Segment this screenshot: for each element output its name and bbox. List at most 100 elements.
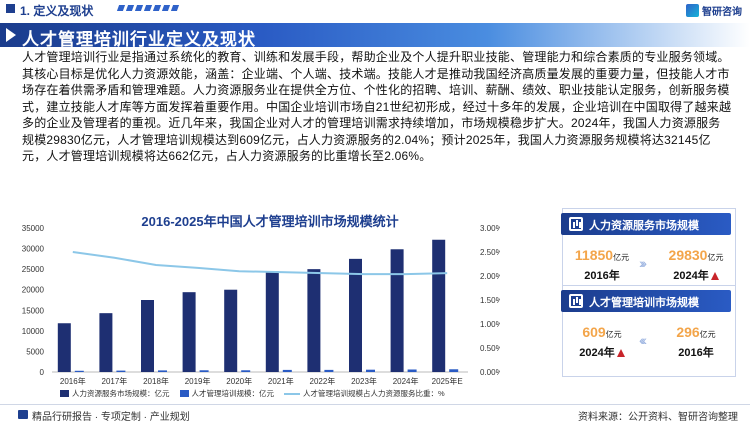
bar-hr-service — [57, 323, 71, 372]
legend-swatch — [60, 390, 69, 397]
bar-talent-training — [199, 370, 209, 372]
line-share-percentage — [72, 251, 448, 276]
card-title: 人才管理培训市场规模 — [589, 297, 699, 309]
legend-item-share: 人才管理培训规模占人力资源服务比重：% — [284, 388, 445, 399]
brand-logo-icon — [686, 4, 699, 17]
legend-label: 人才管理培训规模：亿元 — [191, 389, 275, 398]
legend-item-talent-training: 人才管理培训规模：亿元 — [179, 388, 275, 399]
y-left-tick-label: 35000 — [22, 224, 45, 233]
bar-hr-service — [224, 289, 238, 372]
report-icon — [18, 410, 28, 419]
bar-talent-training — [366, 369, 375, 372]
stat-unit: 亿元 — [613, 253, 630, 262]
footer-tagline: 精品行研报告 · 专项定制 · 产业规划 — [32, 412, 190, 421]
x-tick-label: 2025年E — [432, 376, 463, 386]
chart-title: 2016-2025年中国人才管理培训市场规模统计 — [141, 214, 399, 229]
x-tick-label: 2018年 — [143, 376, 169, 386]
bar-talent-training — [449, 369, 459, 372]
legend-swatch — [179, 390, 189, 397]
stat-year: 2016年 — [584, 270, 620, 282]
page-footer: 精品行研报告 · 专项定制 · 产业规划 资料来源：公开资料、智研咨询整理 — [0, 404, 750, 421]
stat-value: 11850 — [574, 247, 614, 263]
stat-unit: 亿元 — [699, 330, 716, 339]
bar-chart-icon — [569, 294, 583, 308]
bar-talent-training — [241, 370, 251, 372]
card-header: 人力资源服务市场规模 — [561, 213, 731, 235]
x-tick-label: 2021年 — [268, 376, 294, 386]
up-arrow-icon — [710, 272, 719, 281]
bar-hr-service — [265, 271, 279, 372]
legend-line-swatch — [284, 392, 300, 395]
y-right-tick-label: 2.00% — [480, 272, 500, 281]
x-tick-label: 2020年 — [226, 376, 252, 386]
x-tick-label: 2023年 — [351, 376, 377, 386]
top-bar: 1. 定义及现状 智研咨询 — [0, 0, 750, 22]
brand-logo: 智研咨询 — [686, 3, 742, 18]
bar-chart-icon — [569, 217, 583, 231]
stat-year: 2024年 — [579, 347, 615, 359]
bar-talent-training — [407, 369, 417, 372]
y-left-tick-label: 5000 — [26, 347, 44, 356]
page-banner: 人才管理培训行业定义及现状 — [0, 23, 750, 49]
x-tick-label: 2017年 — [102, 376, 128, 386]
bar-hr-service — [141, 300, 154, 372]
x-tick-label: 2024年 — [393, 376, 419, 386]
y-left-tick-label: 30000 — [22, 245, 45, 254]
y-right-tick-label: 1.00% — [480, 320, 500, 329]
market-size-chart: 0 5000 10000 15000 20000 25000 30000 35000 0.00%… — [22, 224, 500, 386]
bar-talent-training — [116, 370, 126, 372]
chart-legend: 人力资源服务市场规模：亿元 人才管理培训规模：亿元 人才管理培训规模占人力资源服… — [60, 388, 490, 399]
data-source: 资料来源：公开资料、智研咨询整理 — [578, 412, 738, 421]
hr-service-card: 人力资源服务市场规模 11850亿元 2016年 ››› 29830亿元 202… — [561, 208, 736, 300]
card-left-stat: 609亿元 2024年 — [569, 324, 635, 360]
card-header: 人才管理培训市场规模 — [561, 290, 731, 312]
legend-label: 人力资源服务市场规模：亿元 — [72, 389, 170, 398]
bar-hr-service — [432, 239, 446, 372]
talent-training-card: 人才管理培训市场规模 609亿元 2024年 ‹‹‹ 296亿元 2016年 — [561, 285, 736, 377]
y-right-tick-label: 3.00% — [480, 224, 500, 233]
y-right-tick-label: 0.00% — [480, 368, 500, 377]
y-right-tick-label: 0.50% — [480, 344, 500, 353]
bar-hr-service — [99, 313, 113, 372]
stat-value: 609 — [582, 324, 606, 340]
body-paragraph: 人才管理培训行业是指通过系统化的教育、训练和发展手段，帮助企业及个人提升职业技能… — [22, 50, 732, 163]
stat-value: 296 — [676, 324, 700, 340]
y-right-tick-label: 1.50% — [480, 296, 500, 305]
y-left-tick-label: 20000 — [22, 286, 45, 295]
legend-item-hr-service: 人力资源服务市场规模：亿元 — [60, 388, 170, 399]
y-right-tick-label: 2.50% — [480, 248, 500, 257]
banner-arrow-icon — [6, 28, 16, 42]
up-arrow-icon — [616, 349, 625, 358]
legend-label: 人才管理培训规模占人力资源服务比重：% — [303, 389, 445, 398]
brand-name: 智研咨询 — [702, 7, 742, 18]
y-left-tick-label: 15000 — [22, 306, 45, 315]
bar-hr-service — [182, 292, 196, 372]
card-title: 人力资源服务市场规模 — [589, 220, 699, 232]
y-left-tick-label: 0 — [40, 368, 45, 377]
bar-hr-service — [390, 249, 404, 372]
stat-value: 29830 — [668, 247, 708, 263]
stat-unit: 亿元 — [605, 330, 622, 339]
page-title: 人才管理培训行业定义及现状 — [22, 30, 256, 49]
card-left-stat: 11850亿元 2016年 — [569, 247, 635, 283]
bar-talent-training — [282, 369, 292, 372]
bar-talent-training — [74, 370, 84, 372]
bar-hr-service — [349, 258, 362, 372]
section-marker-icon — [6, 4, 15, 13]
x-tick-label: 2022年 — [310, 376, 336, 386]
bar-talent-training — [324, 369, 334, 372]
x-tick-label: 2016年 — [60, 376, 86, 386]
section-title: 1. 定义及现状 — [20, 4, 94, 18]
x-tick-label: 2019年 — [185, 376, 211, 386]
y-left-tick-label: 25000 — [22, 265, 45, 274]
stat-year: 2024年 — [673, 270, 709, 282]
card-right-stat: 296亿元 2016年 — [661, 324, 731, 360]
card-right-stat: 29830亿元 2024年 — [661, 247, 731, 283]
y-left-tick-label: 10000 — [22, 327, 45, 336]
decorative-dots — [116, 5, 180, 11]
stat-unit: 亿元 — [707, 253, 724, 262]
bar-hr-service — [307, 269, 321, 372]
chevrons-left-icon: ‹‹‹ — [639, 332, 647, 348]
chevrons-right-icon: ››› — [639, 255, 647, 271]
stat-year: 2016年 — [678, 347, 714, 359]
